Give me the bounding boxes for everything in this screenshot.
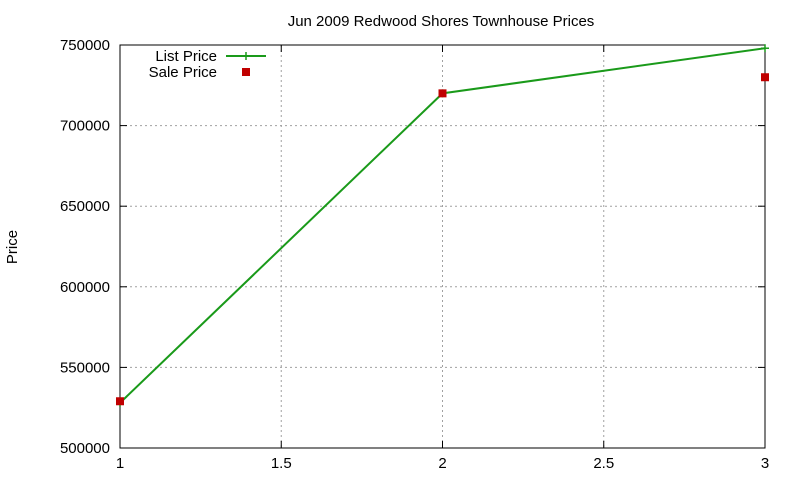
list-price-point	[761, 44, 769, 53]
x-tick-label: 2.5	[593, 455, 614, 472]
y-tick-label: 750000	[60, 37, 110, 54]
legend-square-sample	[242, 68, 250, 76]
y-tick-label: 550000	[60, 359, 110, 376]
axis-ticks: 500000 550000 600000 650000 700000 750000 1 1.5…	[60, 37, 769, 472]
sale-price-point	[761, 73, 769, 82]
y-tick-label: 500000	[60, 440, 110, 457]
legend-label: Sale Price	[149, 64, 217, 81]
y-tick-label: 650000	[60, 198, 110, 215]
sale-price-point	[116, 397, 124, 406]
chart-title: Jun 2009 Redwood Shores Townhouse Prices	[288, 13, 595, 30]
x-tick-label: 1	[116, 455, 124, 472]
sale-price-point	[438, 89, 447, 98]
series-layer	[116, 44, 769, 407]
x-tick-label: 1.5	[271, 455, 292, 472]
x-tick-label: 3	[761, 455, 769, 472]
grid-lines	[120, 45, 765, 448]
legend-label: List Price	[155, 48, 217, 65]
y-tick-label: 700000	[60, 118, 110, 135]
y-tick-label: 600000	[60, 279, 110, 296]
y-axis-label: Price	[4, 230, 21, 264]
x-tick-label: 2	[438, 455, 446, 472]
